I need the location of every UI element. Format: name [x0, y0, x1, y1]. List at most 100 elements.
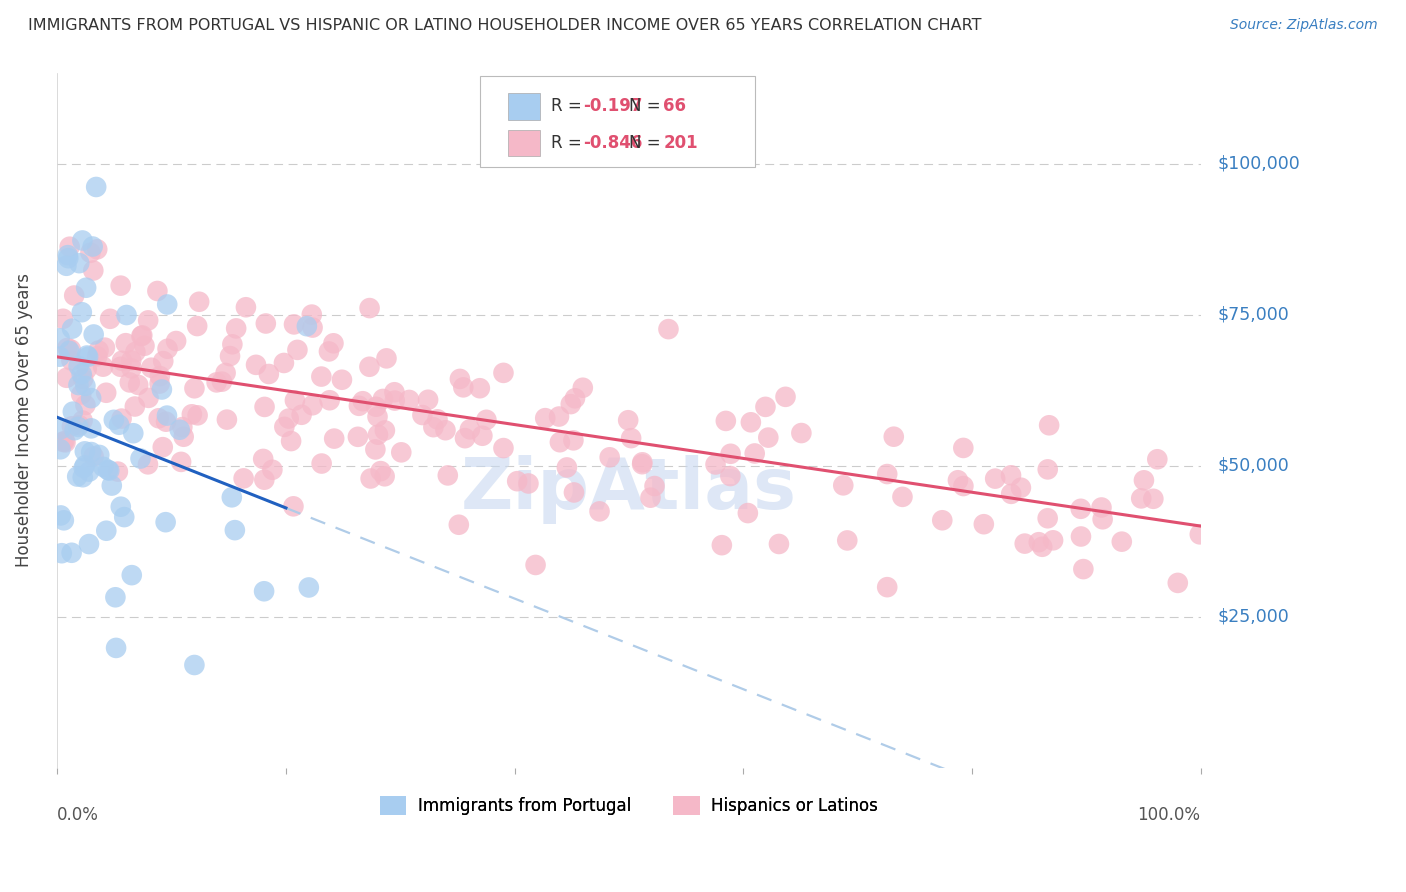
Point [219, 349, 242, 363]
Point [253, 400, 276, 414]
Point [110, 500, 132, 514]
Point [1167, 575, 1189, 590]
Text: $100,000: $100,000 [1218, 154, 1301, 172]
Point [169, 423, 191, 437]
Point [77, 537, 100, 551]
Point [374, 469, 396, 483]
Point [876, 580, 898, 594]
Point [471, 429, 494, 443]
Point [1142, 491, 1164, 506]
Point [96, 385, 118, 400]
Point [714, 414, 737, 428]
Point [367, 409, 389, 424]
Point [122, 426, 145, 441]
Point [83, 450, 105, 464]
Point [548, 409, 571, 424]
Point [644, 479, 666, 493]
Point [56, 248, 79, 262]
Point [52, 434, 75, 449]
Point [832, 478, 855, 492]
Point [235, 300, 257, 314]
Point [524, 558, 547, 572]
Point [52, 311, 75, 326]
Point [284, 393, 307, 408]
Text: Source: ZipAtlas.com: Source: ZipAtlas.com [1230, 18, 1378, 32]
Point [364, 442, 387, 457]
Point [1111, 534, 1133, 549]
Point [883, 430, 905, 444]
Point [631, 457, 654, 471]
Point [149, 376, 172, 391]
Point [89, 448, 111, 462]
Point [87, 343, 110, 358]
Point [152, 354, 174, 368]
Point [506, 474, 529, 488]
Point [115, 308, 138, 322]
Point [60, 419, 83, 434]
Point [347, 430, 370, 444]
Point [458, 422, 481, 436]
Point [301, 308, 323, 322]
Point [453, 380, 475, 394]
Point [740, 415, 762, 429]
Text: $25,000: $25,000 [1218, 607, 1289, 625]
Point [58, 343, 80, 358]
Point [984, 472, 1007, 486]
Point [384, 393, 406, 408]
Point [434, 423, 457, 437]
Point [311, 457, 333, 471]
Point [49, 508, 72, 523]
Point [973, 517, 995, 532]
Text: 66: 66 [664, 97, 686, 115]
Point [620, 431, 643, 445]
Point [562, 434, 585, 448]
Legend: Immigrants from Portugal, Hispanics or Latinos: Immigrants from Portugal, Hispanics or L… [373, 789, 884, 822]
Point [311, 369, 333, 384]
Point [631, 455, 654, 469]
Point [737, 506, 759, 520]
Point [56, 341, 79, 355]
Point [150, 383, 173, 397]
Point [744, 446, 766, 460]
Point [170, 455, 193, 469]
Point [375, 351, 398, 366]
Point [232, 471, 254, 485]
Point [492, 366, 515, 380]
Point [436, 468, 458, 483]
Point [91, 359, 114, 374]
Point [253, 473, 276, 487]
Text: -0.846: -0.846 [583, 134, 643, 152]
Point [318, 393, 340, 408]
Point [188, 294, 211, 309]
Point [110, 359, 132, 374]
Point [374, 424, 396, 438]
Point [1070, 529, 1092, 543]
Point [775, 390, 797, 404]
Point [83, 327, 105, 342]
Point [82, 263, 104, 277]
Point [70, 387, 93, 401]
Point [1133, 473, 1156, 487]
Point [534, 411, 557, 425]
Point [72, 470, 94, 484]
Point [252, 451, 274, 466]
Point [283, 500, 305, 514]
Point [60, 353, 83, 368]
Point [121, 361, 143, 376]
Point [148, 411, 170, 425]
Point [67, 418, 90, 433]
Point [60, 321, 83, 335]
Point [718, 469, 741, 483]
Point [107, 465, 129, 479]
Point [63, 423, 86, 437]
Point [72, 413, 94, 427]
Point [422, 420, 444, 434]
Point [475, 413, 498, 427]
Point [322, 336, 344, 351]
Point [398, 392, 420, 407]
Point [136, 313, 159, 327]
Point [262, 463, 284, 477]
Point [1188, 527, 1211, 541]
Point [273, 356, 295, 370]
Point [172, 420, 194, 434]
